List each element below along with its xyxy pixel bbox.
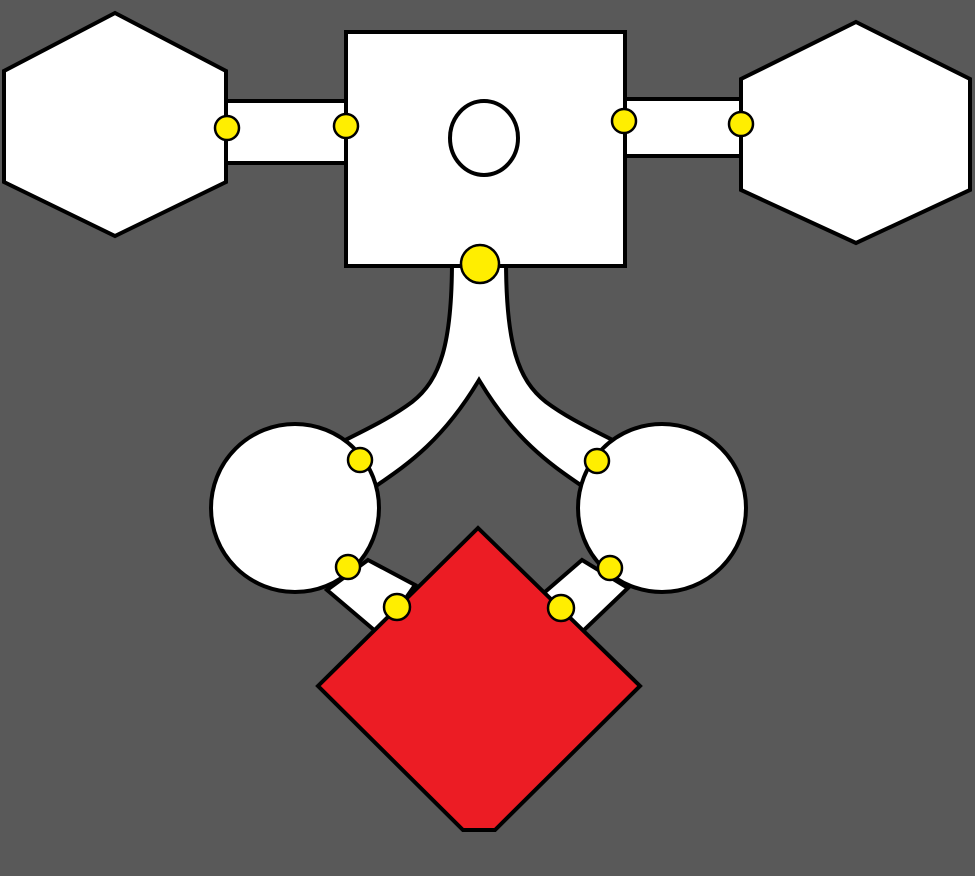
door xyxy=(334,553,362,581)
door xyxy=(213,114,241,142)
corridor-fork xyxy=(330,258,628,489)
circle-room-right xyxy=(576,422,748,594)
hexagon-room-left xyxy=(2,10,228,239)
door xyxy=(727,110,755,138)
circle-room-left xyxy=(209,422,381,594)
center-circle-marker xyxy=(448,99,520,177)
hexagon-room-right xyxy=(739,19,972,246)
diamond-room-bottom xyxy=(315,525,643,832)
door-main xyxy=(459,243,501,285)
door xyxy=(610,107,638,135)
door xyxy=(596,554,624,582)
door xyxy=(332,112,360,140)
door xyxy=(346,446,374,474)
doors xyxy=(213,107,755,623)
corridor-right xyxy=(618,97,746,158)
corridor-left xyxy=(220,99,352,165)
door xyxy=(583,447,611,475)
door xyxy=(382,592,412,622)
door xyxy=(546,593,576,623)
square-room-center xyxy=(344,30,627,268)
